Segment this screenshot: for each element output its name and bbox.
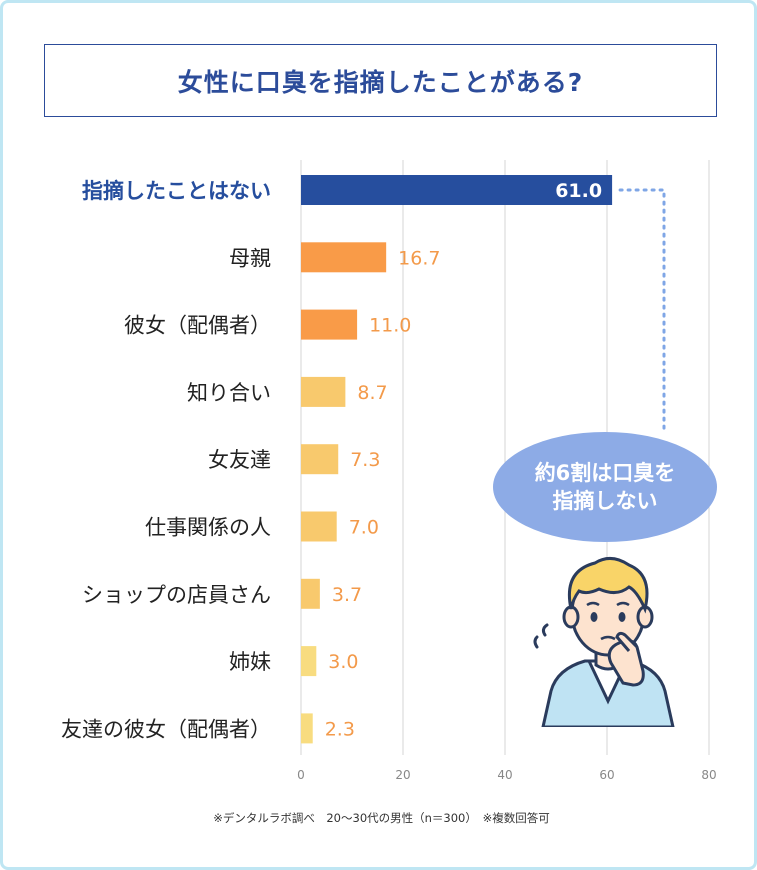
- bar: [301, 242, 387, 273]
- bar: [301, 511, 337, 542]
- callout-line-2: 指摘しない: [552, 489, 658, 513]
- callout-connector: [618, 188, 666, 435]
- category-label: 姉妹: [229, 650, 271, 674]
- chart-title: 女性に口臭を指摘したことがある?: [177, 67, 584, 97]
- value-label: 7.3: [350, 449, 380, 471]
- bar: [301, 444, 339, 475]
- category-label: 母親: [229, 246, 271, 270]
- category-label: 彼女（配偶者）: [124, 314, 271, 338]
- confused-man-illustration: [533, 557, 675, 727]
- value-label: 8.7: [357, 382, 387, 404]
- value-label: 61.0: [555, 180, 602, 202]
- value-label: 11.0: [369, 315, 411, 337]
- callout-line-1: 約6割は口臭を: [534, 461, 676, 485]
- value-label: 3.7: [332, 584, 362, 606]
- x-tick-label: 0: [297, 768, 305, 782]
- x-tick-label: 80: [701, 768, 716, 782]
- title-box: 女性に口臭を指摘したことがある?: [44, 44, 717, 117]
- bar: [301, 376, 346, 407]
- value-label: 16.7: [398, 247, 440, 269]
- bar: [301, 713, 313, 744]
- callout-text: 約6割は口臭を 指摘しない: [492, 431, 718, 543]
- category-label: 仕事関係の人: [145, 516, 271, 540]
- value-label: 3.0: [328, 651, 358, 673]
- bar-chart: 0 20 40 60 80 指摘したことはない 61.0 母親 16.7 彼女（配偶者） 11.0 知…: [61, 160, 717, 782]
- category-label: 友達の彼女（配偶者）: [61, 717, 271, 741]
- bar: [301, 309, 358, 340]
- category-label: 知り合い: [187, 381, 271, 405]
- bar: [301, 578, 320, 609]
- value-label: 7.0: [349, 517, 379, 539]
- callout-bubble: 約6割は口臭を 指摘しない: [492, 431, 718, 543]
- category-label: 女友達: [208, 448, 271, 472]
- x-tick-label: 60: [599, 768, 614, 782]
- callout-bubble-shape: [493, 432, 717, 542]
- value-label: 2.3: [325, 718, 355, 740]
- bar: [301, 175, 613, 205]
- category-label: 指摘したことはない: [82, 179, 271, 203]
- x-tick-label: 40: [497, 768, 512, 782]
- bar: [301, 646, 317, 677]
- x-tick-label: 20: [395, 768, 410, 782]
- footnote: ※デンタルラボ調べ 20〜30代の男性（n＝300） ※複数回答可: [213, 811, 550, 825]
- category-label: ショップの店員さん: [82, 583, 271, 607]
